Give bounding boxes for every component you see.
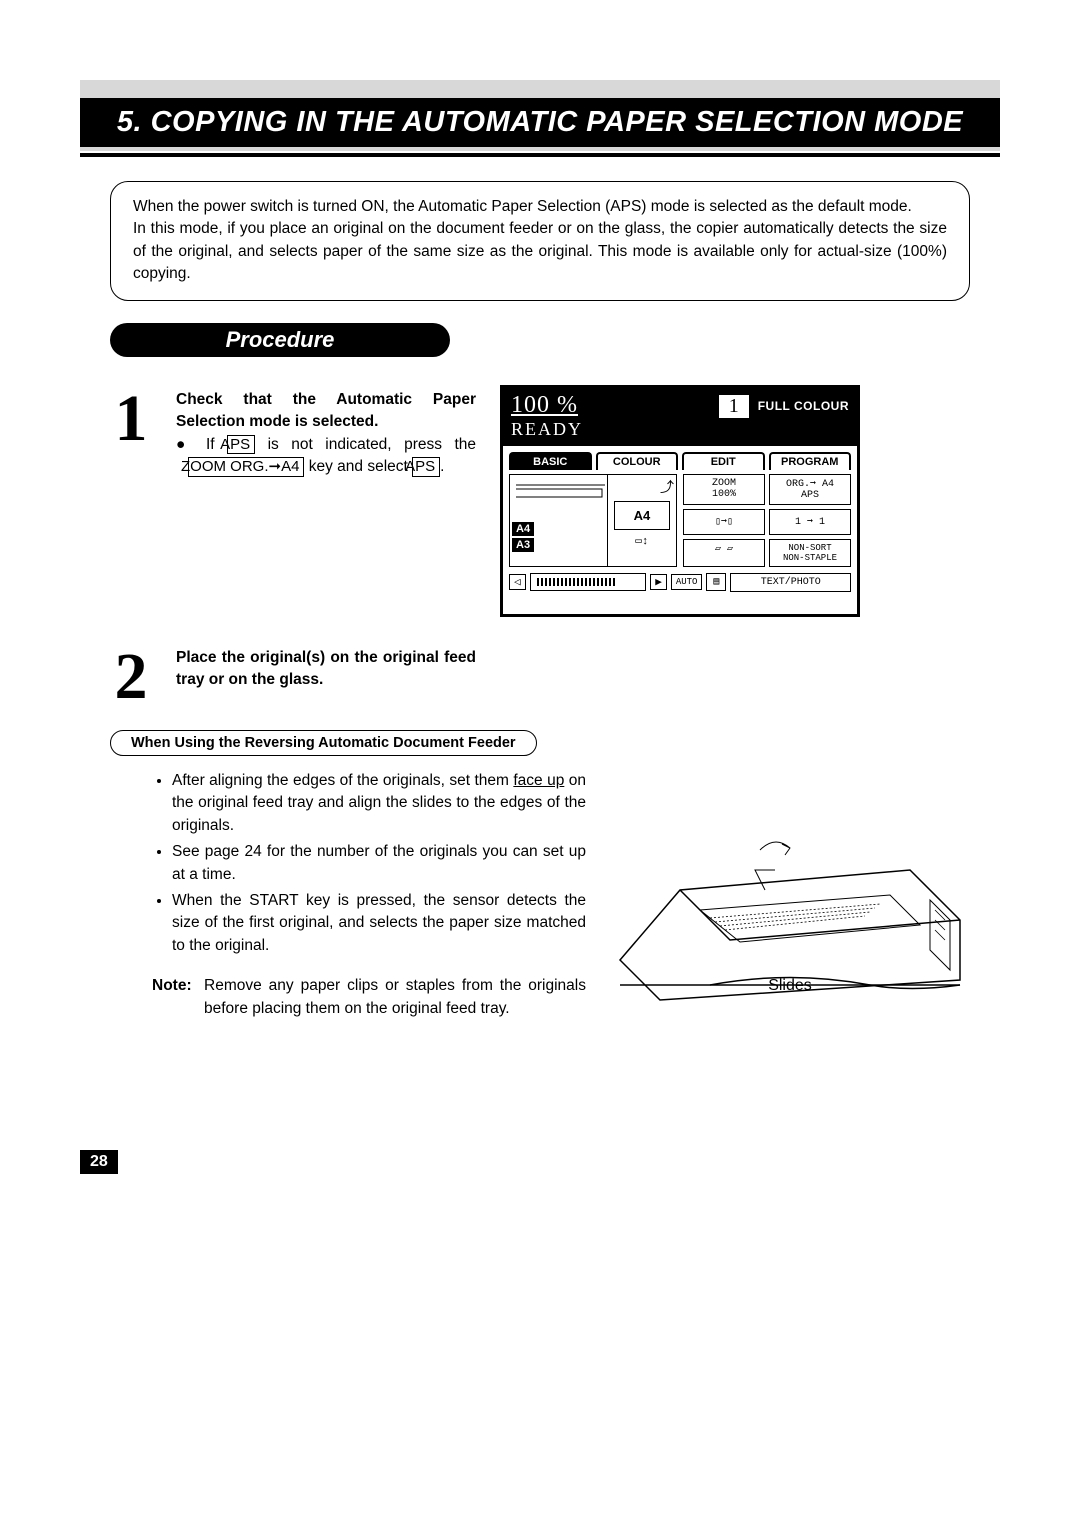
lcd-tab-colour: COLOUR	[596, 452, 679, 470]
illus-label: Slides	[768, 977, 812, 994]
lcd-count: 1	[718, 394, 750, 419]
key-aps-2: APS	[412, 457, 440, 476]
section-title: 5. COPYING IN THE AUTOMATIC PAPER SELECT…	[80, 98, 1000, 147]
procedure-heading: Procedure	[110, 323, 450, 357]
s1-post2: .	[440, 458, 444, 475]
step-2: 2 Place the original(s) on the original …	[110, 643, 970, 704]
step-1-title: Check that the Automatic Paper Selection…	[176, 389, 476, 434]
step-1: 1 Check that the Automatic Paper Selecti…	[110, 385, 970, 617]
page-number: 28	[80, 1150, 118, 1174]
lcd-sort: NON-SORT NON-STAPLE	[769, 539, 851, 567]
lcd-tab-edit: EDIT	[682, 452, 765, 470]
lcd-tab-program: PROGRAM	[769, 452, 852, 470]
bullets: After aligning the edges of the original…	[110, 770, 586, 1021]
s1-mid: is not indicated, press the	[255, 436, 476, 453]
note-label: Note:	[152, 975, 204, 1020]
lcd-screenshot: 100 % 1 FULL COLOUR READY BASIC COLOUR E…	[500, 385, 860, 617]
key-aps: APS	[227, 435, 255, 454]
intro-box: When the power switch is turned ON, the …	[110, 181, 970, 301]
bullet-3: When the START key is pressed, the senso…	[172, 890, 586, 957]
lcd-size-a4: A4	[512, 522, 534, 536]
lcd-density-slider	[530, 573, 647, 591]
key-zoom: ZOOM ORG.➞A4	[188, 457, 304, 476]
step-1-text: Check that the Automatic Paper Selection…	[176, 385, 476, 479]
s1-post1: key and select	[304, 458, 412, 475]
lcd-ready: READY	[511, 419, 849, 440]
note-text: Remove any paper clips or staples from t…	[204, 975, 586, 1020]
feeder-illustration: Slides	[610, 770, 970, 1020]
lcd-onetoone: 1 ➞ 1	[769, 509, 851, 535]
lcd-auto: AUTO	[671, 574, 703, 590]
lcd-size-a3: A3	[512, 538, 534, 552]
b1-pre: After aligning the edges of the original…	[172, 772, 513, 789]
lcd-tab-basic: BASIC	[509, 452, 592, 470]
title-band: 5. COPYING IN THE AUTOMATIC PAPER SELECT…	[80, 80, 1000, 151]
step-1-number: 1	[110, 385, 152, 446]
lcd-zoom-opt: ZOOM 100%	[683, 474, 765, 505]
step-2-number: 2	[110, 643, 152, 704]
note: Note: Remove any paper clips or staples …	[152, 975, 586, 1020]
lcd-sort-icon: ▱ ▱	[683, 539, 765, 567]
lcd-dup-icon: ▯➞▯	[683, 509, 765, 535]
lcd-org-opt: ORG.➞ A4 APS	[769, 474, 851, 505]
b1-underline: face up	[513, 772, 564, 789]
lcd-textphoto-icon: ▤	[706, 573, 726, 591]
bullet-2: See page 24 for the number of the origin…	[172, 841, 586, 886]
bullet-1: After aligning the edges of the original…	[172, 770, 586, 837]
step-2-title: Place the original(s) on the original fe…	[176, 647, 476, 692]
lcd-zoom: 100 %	[511, 392, 578, 418]
lcd-mode: FULL COLOUR	[758, 399, 849, 413]
lcd-textphoto: TEXT/PHOTO	[730, 573, 851, 592]
title-divider	[80, 153, 1000, 157]
sub-heading: When Using the Reversing Automatic Docum…	[110, 730, 537, 756]
lcd-a4-button: A4	[614, 501, 670, 530]
